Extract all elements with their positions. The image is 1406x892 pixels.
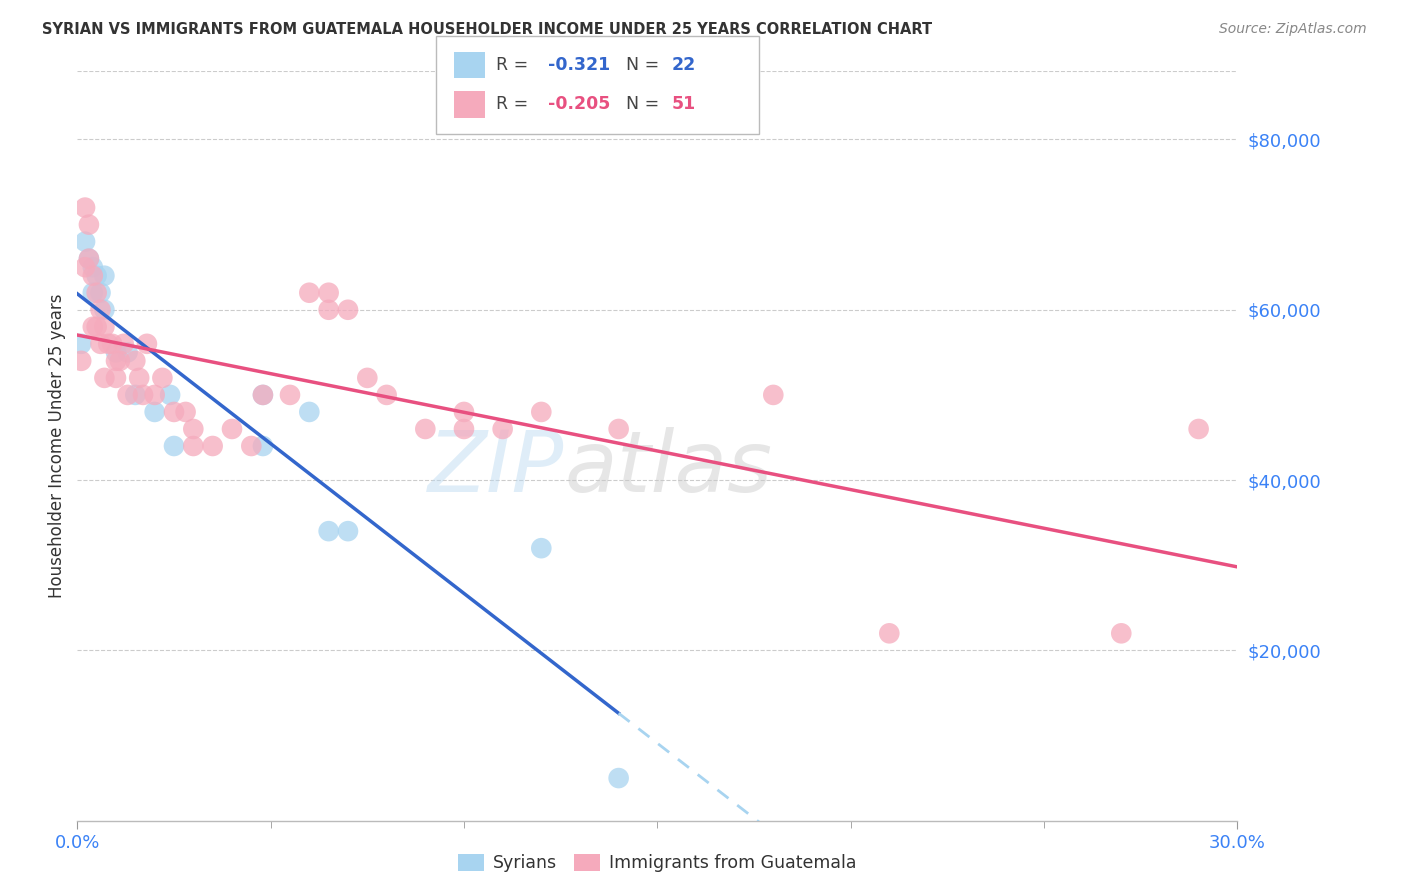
Point xyxy=(82,285,104,300)
Point xyxy=(1111,626,1133,640)
Point xyxy=(93,371,115,385)
Point xyxy=(337,302,360,317)
Text: 22: 22 xyxy=(672,56,696,74)
Point xyxy=(82,319,104,334)
Point xyxy=(375,388,398,402)
Point xyxy=(318,285,340,300)
Point xyxy=(90,285,111,300)
Point xyxy=(128,371,150,385)
Point xyxy=(108,354,131,368)
Point xyxy=(77,252,100,266)
Point xyxy=(105,345,127,359)
Point xyxy=(298,285,321,300)
Legend: Syrians, Immigrants from Guatemala: Syrians, Immigrants from Guatemala xyxy=(451,847,863,880)
Point xyxy=(86,319,108,334)
Point xyxy=(82,268,104,283)
Point xyxy=(159,388,181,402)
Point xyxy=(105,354,127,368)
Point xyxy=(221,422,243,436)
Point xyxy=(105,371,127,385)
Text: R =: R = xyxy=(496,95,534,113)
Text: atlas: atlas xyxy=(565,427,772,510)
Point xyxy=(318,524,340,538)
Point xyxy=(453,422,475,436)
Point xyxy=(82,260,104,275)
Text: N =: N = xyxy=(626,95,665,113)
Point xyxy=(318,302,340,317)
Point xyxy=(93,319,115,334)
Point xyxy=(252,388,274,402)
Point xyxy=(607,422,630,436)
Point xyxy=(136,336,159,351)
Text: -0.321: -0.321 xyxy=(548,56,610,74)
Point xyxy=(112,336,135,351)
Point xyxy=(86,285,108,300)
Point xyxy=(124,354,146,368)
Text: SYRIAN VS IMMIGRANTS FROM GUATEMALA HOUSEHOLDER INCOME UNDER 25 YEARS CORRELATIO: SYRIAN VS IMMIGRANTS FROM GUATEMALA HOUS… xyxy=(42,22,932,37)
Point xyxy=(75,235,96,249)
Point xyxy=(90,336,111,351)
Point xyxy=(117,388,139,402)
Point xyxy=(252,388,274,402)
Point xyxy=(356,371,378,385)
Point xyxy=(240,439,263,453)
Point xyxy=(143,388,166,402)
Point xyxy=(75,260,96,275)
Point xyxy=(530,541,553,556)
Point xyxy=(252,439,274,453)
Point xyxy=(124,388,146,402)
Text: R =: R = xyxy=(496,56,534,74)
Point xyxy=(132,388,155,402)
Point xyxy=(1187,422,1209,436)
Text: N =: N = xyxy=(626,56,665,74)
Point xyxy=(298,405,321,419)
Point xyxy=(607,771,630,785)
Text: ZIP: ZIP xyxy=(429,427,565,510)
Point xyxy=(90,302,111,317)
Point xyxy=(117,345,139,359)
Point xyxy=(877,626,901,640)
Point xyxy=(70,354,93,368)
Point xyxy=(77,252,100,266)
Point xyxy=(163,405,186,419)
Point xyxy=(77,218,100,232)
Point xyxy=(163,439,186,453)
Point xyxy=(70,336,93,351)
Point xyxy=(183,422,205,436)
Point xyxy=(97,336,120,351)
Point xyxy=(86,268,108,283)
Point xyxy=(492,422,515,436)
Point xyxy=(93,268,115,283)
Point xyxy=(278,388,301,402)
Point xyxy=(453,405,475,419)
Text: -0.205: -0.205 xyxy=(548,95,610,113)
Point xyxy=(183,439,205,453)
Point xyxy=(413,422,436,436)
Text: Source: ZipAtlas.com: Source: ZipAtlas.com xyxy=(1219,22,1367,37)
Point xyxy=(101,336,124,351)
Point xyxy=(174,405,197,419)
Point xyxy=(93,302,115,317)
Point xyxy=(143,405,166,419)
Point xyxy=(75,201,96,215)
Point xyxy=(152,371,174,385)
Text: 51: 51 xyxy=(672,95,696,113)
Y-axis label: Householder Income Under 25 years: Householder Income Under 25 years xyxy=(48,293,66,599)
Point xyxy=(530,405,553,419)
Point xyxy=(762,388,785,402)
Point xyxy=(337,524,360,538)
Point xyxy=(201,439,224,453)
